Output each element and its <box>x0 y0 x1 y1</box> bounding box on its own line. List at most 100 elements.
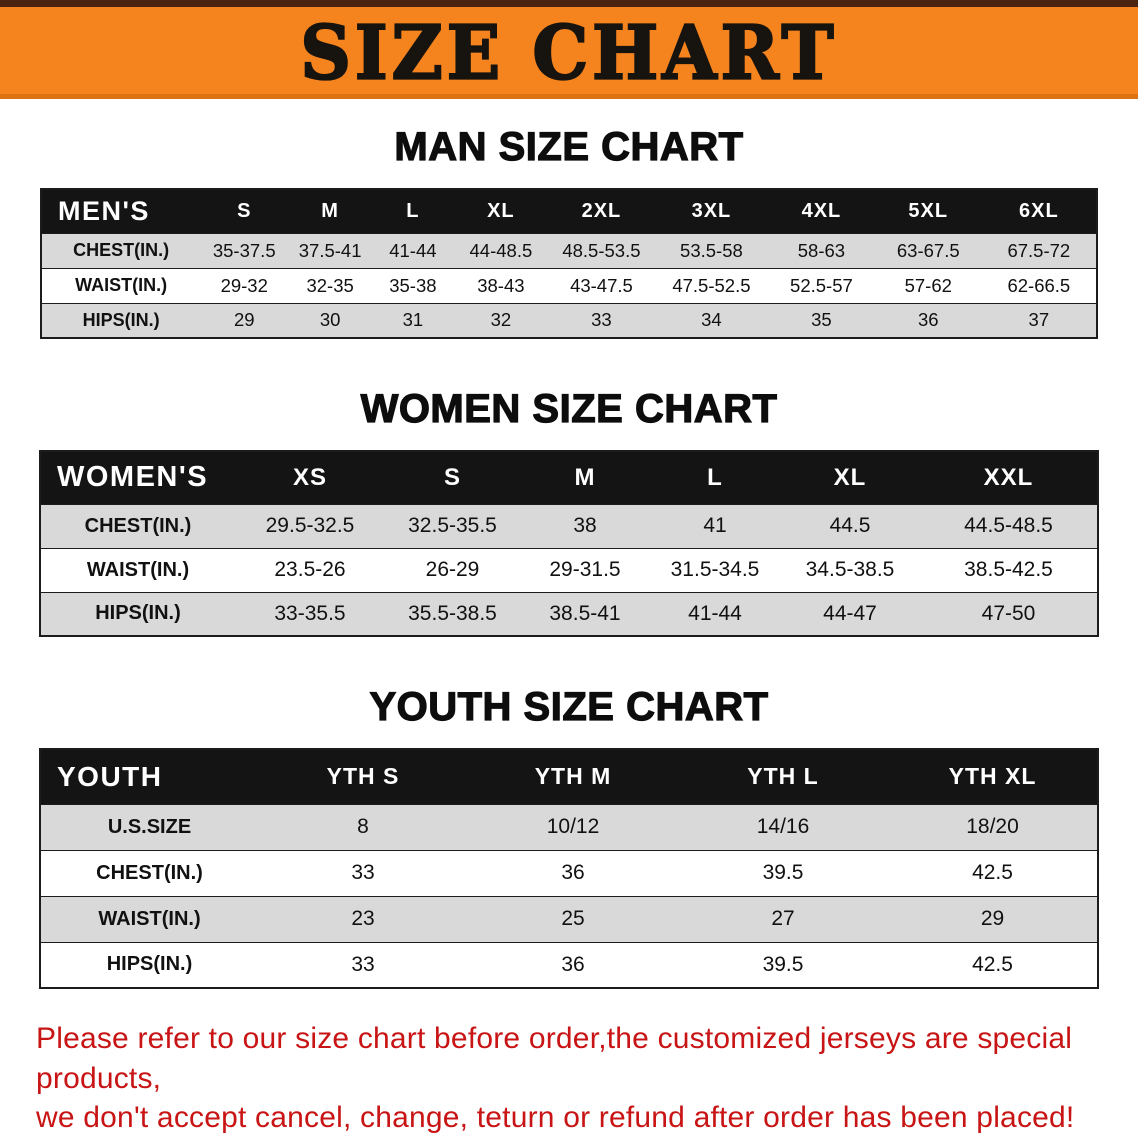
column-header: L <box>707 463 723 491</box>
row-label: CHEST(IN.) <box>96 861 203 884</box>
table-cell: 41 <box>703 514 727 537</box>
table-cell: 23.5-26 <box>274 558 346 581</box>
table-cell: 32.5-35.5 <box>408 514 497 537</box>
table-cell: 44-47 <box>823 601 877 625</box>
table-row: WAIST(IN.) 23.5-26 26-29 29-31.5 31.5-34… <box>40 548 1098 592</box>
table-cell: 47.5-52.5 <box>672 274 751 296</box>
row-label: WAIST(IN.) <box>98 907 201 930</box>
table-cell: 43-47.5 <box>570 274 633 296</box>
row-label: U.S.SIZE <box>107 815 192 838</box>
table-cell: 41-44 <box>688 601 742 625</box>
table-cell: 57-62 <box>904 274 952 296</box>
table-cell: 29 <box>233 309 255 331</box>
column-header: 4XL <box>801 199 842 222</box>
table-header-row: YOUTH YTH S YTH M YTH L YTH XL <box>40 749 1098 804</box>
row-label: HIPS(IN.) <box>106 953 193 976</box>
column-header: XXL <box>983 463 1034 491</box>
table-cell: 29-32 <box>220 274 268 296</box>
table-cell: 36 <box>561 861 585 884</box>
column-header: 6XL <box>1019 199 1059 222</box>
table-cell: 32-35 <box>306 274 354 296</box>
table-cell: 31.5-34.5 <box>670 558 760 581</box>
table-cell: 34 <box>701 309 722 331</box>
column-header: L <box>406 199 420 222</box>
table-row: CHEST(IN.) 33 36 39.5 42.5 <box>40 850 1098 896</box>
table-cell: 33 <box>351 952 375 976</box>
table-cell: 36 <box>917 309 939 331</box>
table-cell: 34.5-38.5 <box>805 558 895 581</box>
column-header: YTH S <box>326 763 400 790</box>
youth-table-corner-label: YOUTH <box>57 760 163 792</box>
women-section-heading: WOMEN SIZE CHART <box>360 386 778 431</box>
column-header: 3XL <box>691 199 732 222</box>
table-cell: 52.5-57 <box>790 274 853 296</box>
table-cell: 23 <box>351 907 375 930</box>
table-cell: 39.5 <box>762 952 804 976</box>
table-cell: 26-29 <box>425 558 480 581</box>
column-header: S <box>443 463 461 491</box>
table-cell: 44.5-48.5 <box>964 514 1053 537</box>
men-size-table: MEN'S S M L XL 2XL 3XL 4XL 5XL 6XL CHEST… <box>40 188 1098 339</box>
table-cell: 48.5-53.5 <box>562 239 641 261</box>
table-cell: 8 <box>357 815 369 838</box>
row-label: CHEST(IN.) <box>73 240 170 260</box>
row-label: CHEST(IN.) <box>84 514 192 537</box>
table-cell: 37 <box>1028 309 1050 331</box>
column-header: M <box>321 199 339 222</box>
banner: SIZE CHART <box>0 0 1138 99</box>
table-cell: 44-48.5 <box>469 239 533 261</box>
table-cell: 42.5 <box>972 952 1013 976</box>
table-cell: 38-43 <box>477 274 525 296</box>
table-header-row: WOMEN'S XS S M L XL XXL <box>40 451 1098 504</box>
table-cell: 58-63 <box>797 239 846 261</box>
table-cell: 36 <box>561 952 585 976</box>
table-cell: 39.5 <box>762 861 804 884</box>
table-cell: 63-67.5 <box>896 239 960 261</box>
row-label: HIPS(IN.) <box>95 602 181 625</box>
table-cell: 33-35.5 <box>274 601 346 625</box>
column-header: M <box>574 463 596 491</box>
table-row: CHEST(IN.) 29.5-32.5 32.5-35.5 38 41 44.… <box>40 504 1098 548</box>
table-row: CHEST(IN.) 35-37.5 37.5-41 41-44 44-48.5… <box>41 233 1097 268</box>
table-cell: 37.5-41 <box>298 239 362 261</box>
table-cell: 14/16 <box>756 815 810 838</box>
table-cell: 38 <box>573 514 597 537</box>
table-cell: 25 <box>561 907 585 930</box>
women-table-corner-label: WOMEN'S <box>57 461 209 494</box>
table-cell: 38.5-41 <box>549 601 621 625</box>
column-header: S <box>237 199 252 222</box>
table-cell: 29-31.5 <box>549 558 621 581</box>
row-label: WAIST(IN.) <box>75 275 168 295</box>
page-title: SIZE CHART <box>299 8 838 97</box>
table-cell: 10/12 <box>546 815 600 838</box>
table-cell: 35 <box>811 309 832 331</box>
men-section-heading: MAN SIZE CHART <box>394 124 744 169</box>
disclaimer: Please refer to our size chart before or… <box>36 1019 1102 1138</box>
table-cell: 27 <box>771 907 795 930</box>
column-header: 2XL <box>581 199 622 222</box>
table-row: HIPS(IN.) 29 30 31 32 33 34 35 36 37 <box>41 303 1097 338</box>
column-header: YTH M <box>534 763 612 790</box>
table-cell: 67.5-72 <box>1007 239 1071 261</box>
disclaimer-line: Please refer to our size chart before or… <box>36 1022 1073 1095</box>
youth-size-table: YOUTH YTH S YTH M YTH L YTH XL U.S.SIZE … <box>39 748 1099 989</box>
row-label: WAIST(IN.) <box>86 558 190 581</box>
column-header: YTH XL <box>948 763 1037 790</box>
table-cell: 18/20 <box>966 815 1019 838</box>
women-size-table: WOMEN'S XS S M L XL XXL CHEST(IN.) 29.5-… <box>39 450 1099 637</box>
table-cell: 42.5 <box>972 861 1013 884</box>
table-row: HIPS(IN.) 33 36 39.5 42.5 <box>40 942 1098 988</box>
column-header: XS <box>292 463 327 491</box>
row-label: HIPS(IN.) <box>82 309 160 330</box>
table-cell: 47-50 <box>981 601 1036 625</box>
table-cell: 33 <box>591 309 612 331</box>
table-cell: 38.5-42.5 <box>964 558 1053 581</box>
table-cell: 44.5 <box>829 514 871 537</box>
table-header-row: MEN'S S M L XL 2XL 3XL 4XL 5XL 6XL <box>41 189 1097 233</box>
table-cell: 29 <box>980 907 1005 930</box>
table-cell: 33 <box>351 861 375 884</box>
table-cell: 30 <box>319 309 341 331</box>
table-cell: 35-38 <box>389 274 437 296</box>
table-row: WAIST(IN.) 29-32 32-35 35-38 38-43 43-47… <box>41 268 1097 303</box>
table-row: U.S.SIZE 8 10/12 14/16 18/20 <box>40 804 1098 850</box>
